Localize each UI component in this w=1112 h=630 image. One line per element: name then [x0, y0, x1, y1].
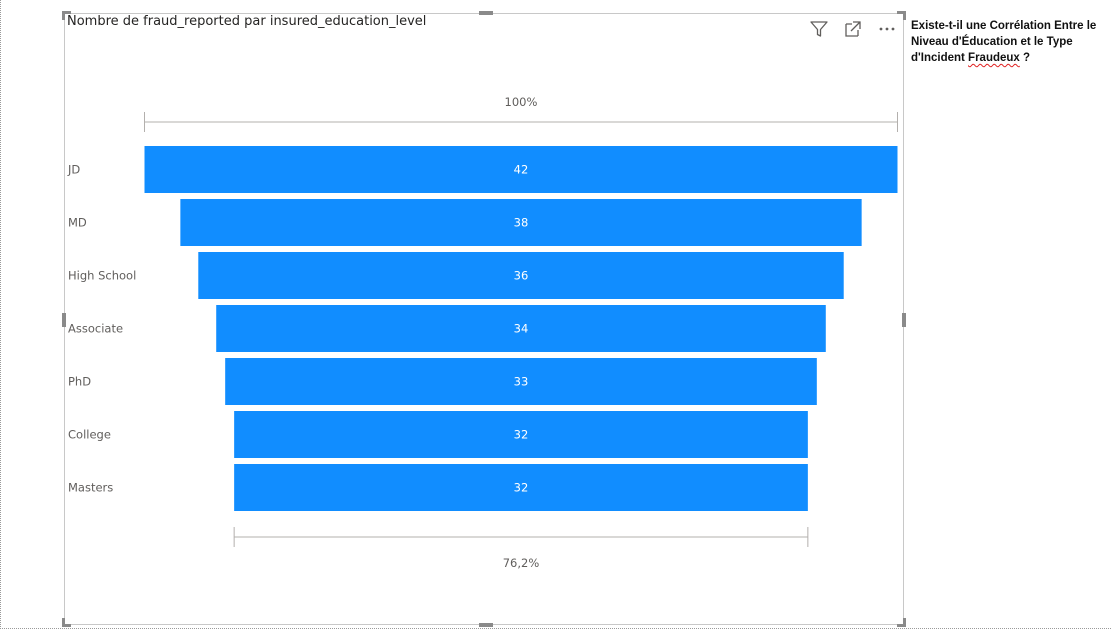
chart-title: Nombre de fraud_reported par insured_edu…	[67, 14, 427, 29]
resize-corner-top-right[interactable]	[897, 11, 906, 20]
focus-mode-button[interactable]	[842, 18, 864, 40]
funnel-bar	[216, 305, 826, 352]
bar-value-label: 36	[514, 269, 529, 283]
resize-handle-right[interactable]	[902, 313, 906, 327]
resize-corner-bottom-right[interactable]	[897, 618, 906, 627]
filter-button[interactable]	[808, 18, 830, 40]
category-label: PhD	[68, 375, 91, 389]
question-mark: ?	[1019, 52, 1031, 64]
bar-value-label: 34	[514, 322, 529, 336]
funnel-bar	[234, 411, 808, 458]
funnel-bar	[234, 464, 808, 511]
top-percent-label: 100%	[505, 95, 538, 109]
bar-value-label: 32	[514, 428, 529, 442]
funnel-visual-container[interactable]	[62, 11, 906, 627]
resize-handle-left[interactable]	[62, 313, 66, 327]
bar-value-label: 32	[514, 481, 529, 495]
bar-value-label: 42	[514, 163, 529, 177]
funnel-bar	[198, 252, 844, 299]
filter-icon	[810, 21, 828, 37]
visual-header-toolbar	[808, 18, 898, 40]
bottom-percent-label: 76,2%	[503, 556, 540, 570]
resize-corner-bottom-left[interactable]	[62, 618, 71, 627]
category-label: JD	[67, 163, 80, 177]
category-label: Associate	[68, 322, 123, 336]
analysis-question-textbox[interactable]: Existe-t-il une Corrélation Entre le Niv…	[911, 18, 1107, 66]
bar-value-label: 38	[514, 216, 529, 230]
category-label: MD	[68, 216, 87, 230]
more-options-button[interactable]	[876, 18, 898, 40]
more-options-icon	[879, 27, 895, 31]
funnel-bar	[180, 199, 862, 246]
focus-mode-icon	[845, 21, 861, 37]
top-percent-bracket	[144, 112, 898, 132]
resize-corner-top-left[interactable]	[62, 11, 71, 20]
category-label: Masters	[68, 481, 113, 495]
bottom-percent-bracket	[233, 527, 809, 547]
spellcheck-flagged-word: Fraudeux	[968, 52, 1020, 64]
question-text: Existe-t-il une Corrélation Entre le Niv…	[911, 20, 1097, 64]
category-label: High School	[68, 269, 136, 283]
resize-handle-bottom[interactable]	[479, 623, 493, 627]
resize-handle-top[interactable]	[479, 11, 493, 15]
bar-value-label: 33	[514, 375, 529, 389]
funnel-bar	[225, 358, 817, 405]
category-label: College	[68, 428, 111, 442]
funnel-bar	[144, 146, 898, 193]
